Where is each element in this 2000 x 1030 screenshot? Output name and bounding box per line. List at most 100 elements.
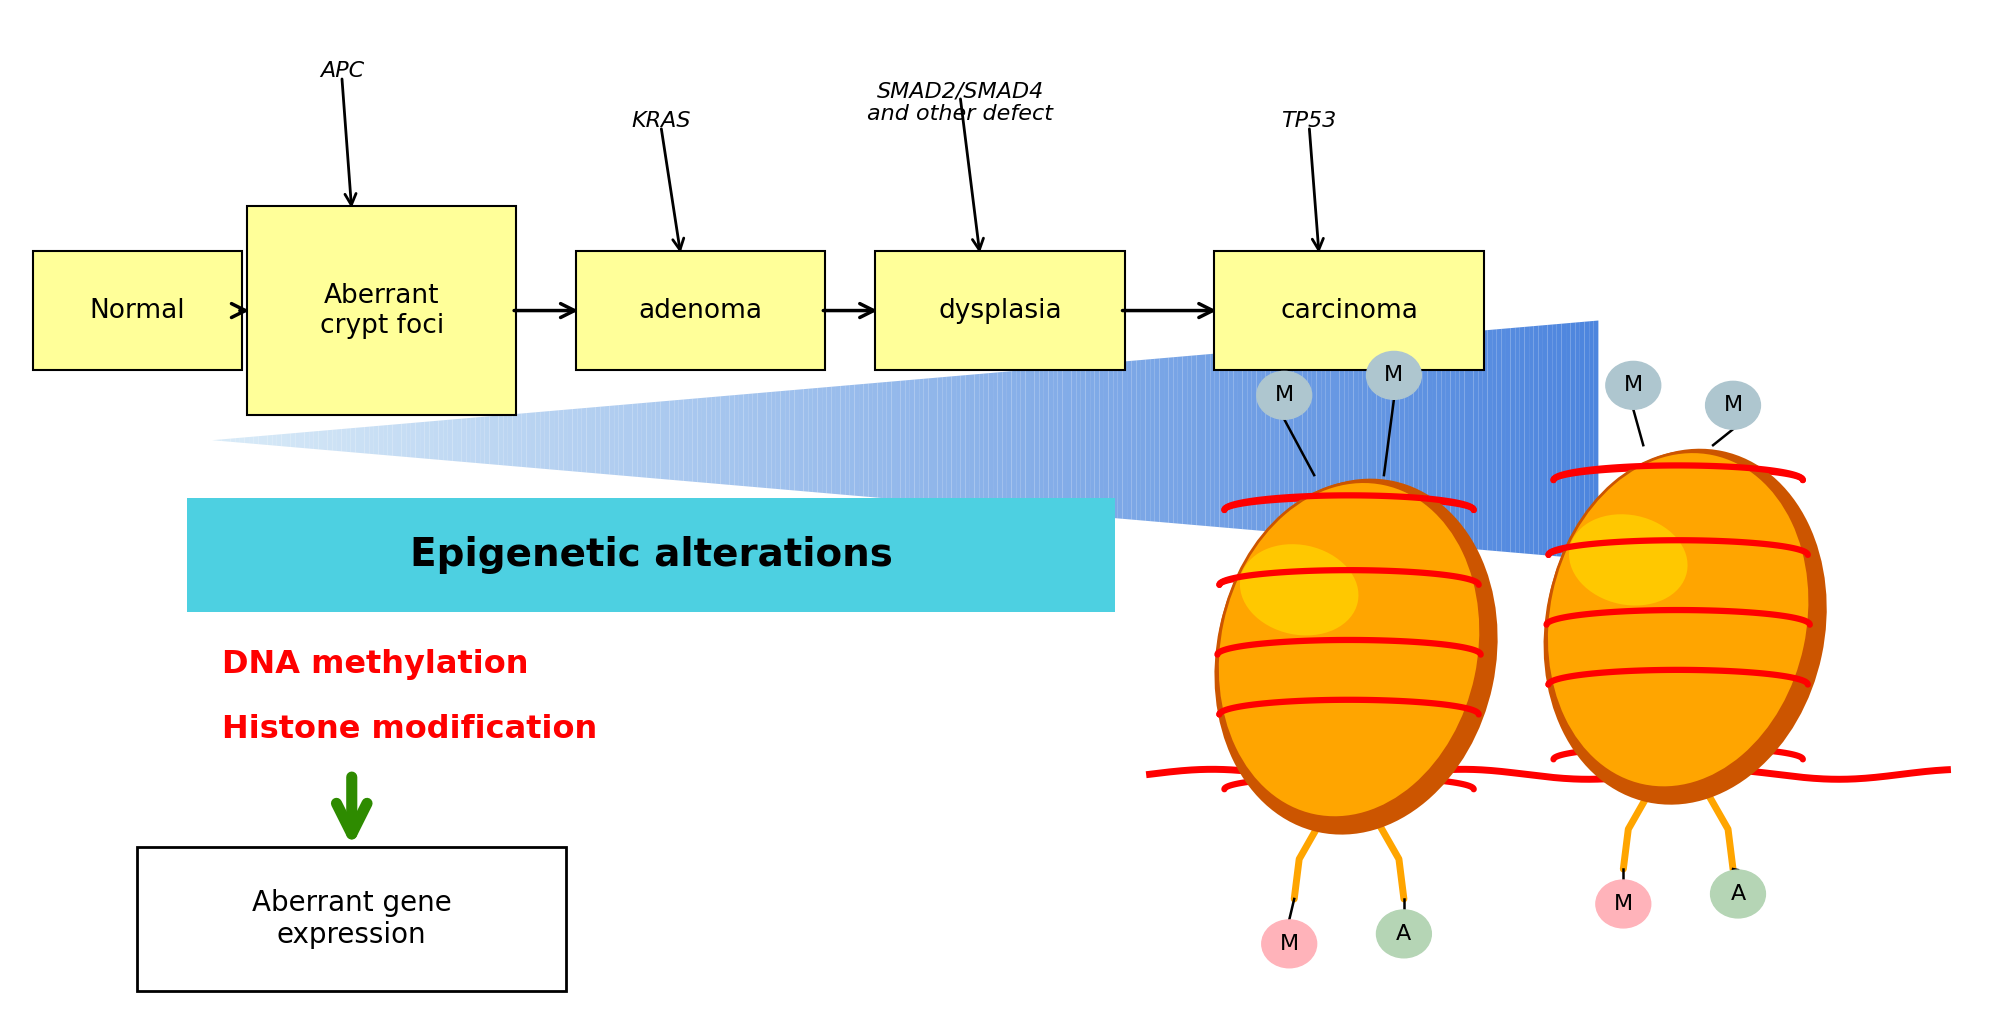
Polygon shape <box>1188 355 1192 524</box>
Polygon shape <box>1358 341 1362 540</box>
Polygon shape <box>314 431 318 449</box>
Polygon shape <box>458 418 462 461</box>
Polygon shape <box>240 438 244 443</box>
Polygon shape <box>1100 364 1104 517</box>
Polygon shape <box>1422 336 1428 545</box>
Polygon shape <box>396 424 402 456</box>
Polygon shape <box>554 410 558 470</box>
Polygon shape <box>536 412 540 469</box>
Polygon shape <box>1400 337 1404 543</box>
Polygon shape <box>1372 340 1376 541</box>
Polygon shape <box>1316 344 1322 536</box>
Polygon shape <box>1580 321 1584 558</box>
Polygon shape <box>526 413 530 468</box>
Polygon shape <box>1584 321 1590 559</box>
Polygon shape <box>1090 364 1094 516</box>
Polygon shape <box>1266 349 1270 531</box>
Polygon shape <box>1344 342 1348 539</box>
Polygon shape <box>498 415 504 466</box>
Polygon shape <box>840 385 846 494</box>
Polygon shape <box>642 403 646 478</box>
Polygon shape <box>268 435 272 445</box>
Polygon shape <box>624 405 628 476</box>
Polygon shape <box>772 391 776 489</box>
Polygon shape <box>392 424 396 456</box>
Polygon shape <box>1154 358 1160 522</box>
Text: dysplasia: dysplasia <box>938 298 1062 323</box>
Polygon shape <box>374 425 378 454</box>
Polygon shape <box>706 398 712 483</box>
Polygon shape <box>900 380 906 500</box>
Polygon shape <box>1146 359 1150 521</box>
Polygon shape <box>328 430 332 450</box>
Polygon shape <box>522 413 526 468</box>
Polygon shape <box>592 407 596 474</box>
Polygon shape <box>980 374 984 507</box>
Polygon shape <box>652 402 656 479</box>
Polygon shape <box>1044 368 1048 512</box>
Polygon shape <box>974 374 980 507</box>
Polygon shape <box>370 426 374 454</box>
Polygon shape <box>1428 335 1432 546</box>
Polygon shape <box>1140 359 1146 521</box>
Polygon shape <box>970 374 974 506</box>
Text: A: A <box>1396 924 1412 943</box>
Polygon shape <box>730 396 734 485</box>
Polygon shape <box>1206 354 1210 526</box>
Polygon shape <box>582 408 586 473</box>
Polygon shape <box>350 427 356 452</box>
Polygon shape <box>1506 329 1510 552</box>
Polygon shape <box>360 427 364 453</box>
Polygon shape <box>798 389 804 491</box>
Polygon shape <box>720 396 726 484</box>
Polygon shape <box>804 388 808 491</box>
Polygon shape <box>1436 334 1442 546</box>
Polygon shape <box>726 396 730 485</box>
Polygon shape <box>544 411 550 470</box>
Polygon shape <box>512 414 518 467</box>
Ellipse shape <box>1544 449 1826 804</box>
Polygon shape <box>744 393 748 486</box>
Polygon shape <box>1552 324 1556 556</box>
Polygon shape <box>738 394 744 486</box>
Polygon shape <box>384 425 388 455</box>
Polygon shape <box>914 379 920 502</box>
Polygon shape <box>786 390 790 490</box>
Polygon shape <box>892 381 896 500</box>
Polygon shape <box>1312 345 1316 536</box>
Polygon shape <box>1456 333 1460 548</box>
Polygon shape <box>1570 322 1576 558</box>
Polygon shape <box>388 424 392 455</box>
Ellipse shape <box>1262 920 1316 968</box>
Polygon shape <box>896 381 900 500</box>
Polygon shape <box>1128 360 1132 519</box>
Polygon shape <box>928 378 932 503</box>
Polygon shape <box>1294 346 1298 534</box>
Polygon shape <box>932 378 938 503</box>
Polygon shape <box>346 428 350 452</box>
Ellipse shape <box>1214 479 1498 834</box>
Polygon shape <box>226 439 230 442</box>
Text: Normal: Normal <box>90 298 186 323</box>
Polygon shape <box>430 421 434 459</box>
Polygon shape <box>1534 325 1538 555</box>
Polygon shape <box>494 415 498 465</box>
Polygon shape <box>702 398 706 483</box>
Polygon shape <box>1006 371 1012 509</box>
Polygon shape <box>1256 349 1262 530</box>
Polygon shape <box>250 437 254 444</box>
Polygon shape <box>1334 343 1340 538</box>
Polygon shape <box>504 415 508 466</box>
Polygon shape <box>424 421 430 459</box>
Polygon shape <box>1168 357 1174 523</box>
Polygon shape <box>1020 370 1026 511</box>
Polygon shape <box>1562 323 1566 557</box>
Polygon shape <box>1524 327 1530 554</box>
Polygon shape <box>956 376 960 505</box>
Text: M: M <box>1274 385 1294 406</box>
Ellipse shape <box>1706 381 1760 430</box>
Polygon shape <box>678 400 684 481</box>
Polygon shape <box>1418 336 1422 545</box>
Ellipse shape <box>1240 544 1358 636</box>
Polygon shape <box>960 375 966 506</box>
